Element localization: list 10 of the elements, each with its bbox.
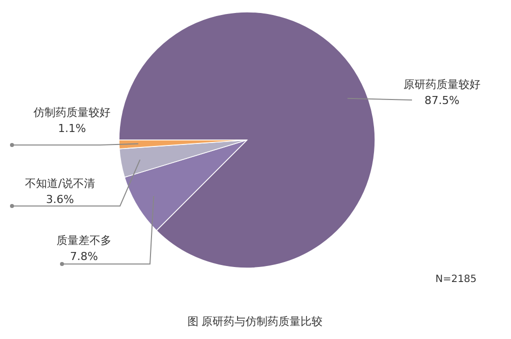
data-label: 87.5% bbox=[424, 94, 460, 107]
data-label: 1.1% bbox=[58, 122, 86, 135]
slice-label: 仿制药质量较好 bbox=[32, 106, 110, 119]
slice-label: 不知道/说不清 bbox=[25, 177, 95, 190]
data-label: 3.6% bbox=[46, 193, 74, 206]
slice-label: 质量差不多 bbox=[56, 234, 112, 247]
data-label: 7.8% bbox=[70, 250, 98, 263]
slice-label: 原研药质量较好 bbox=[404, 78, 480, 91]
text: N=2185 bbox=[435, 274, 477, 285]
text: 图 原研药与仿制药质量比较 bbox=[187, 315, 323, 328]
